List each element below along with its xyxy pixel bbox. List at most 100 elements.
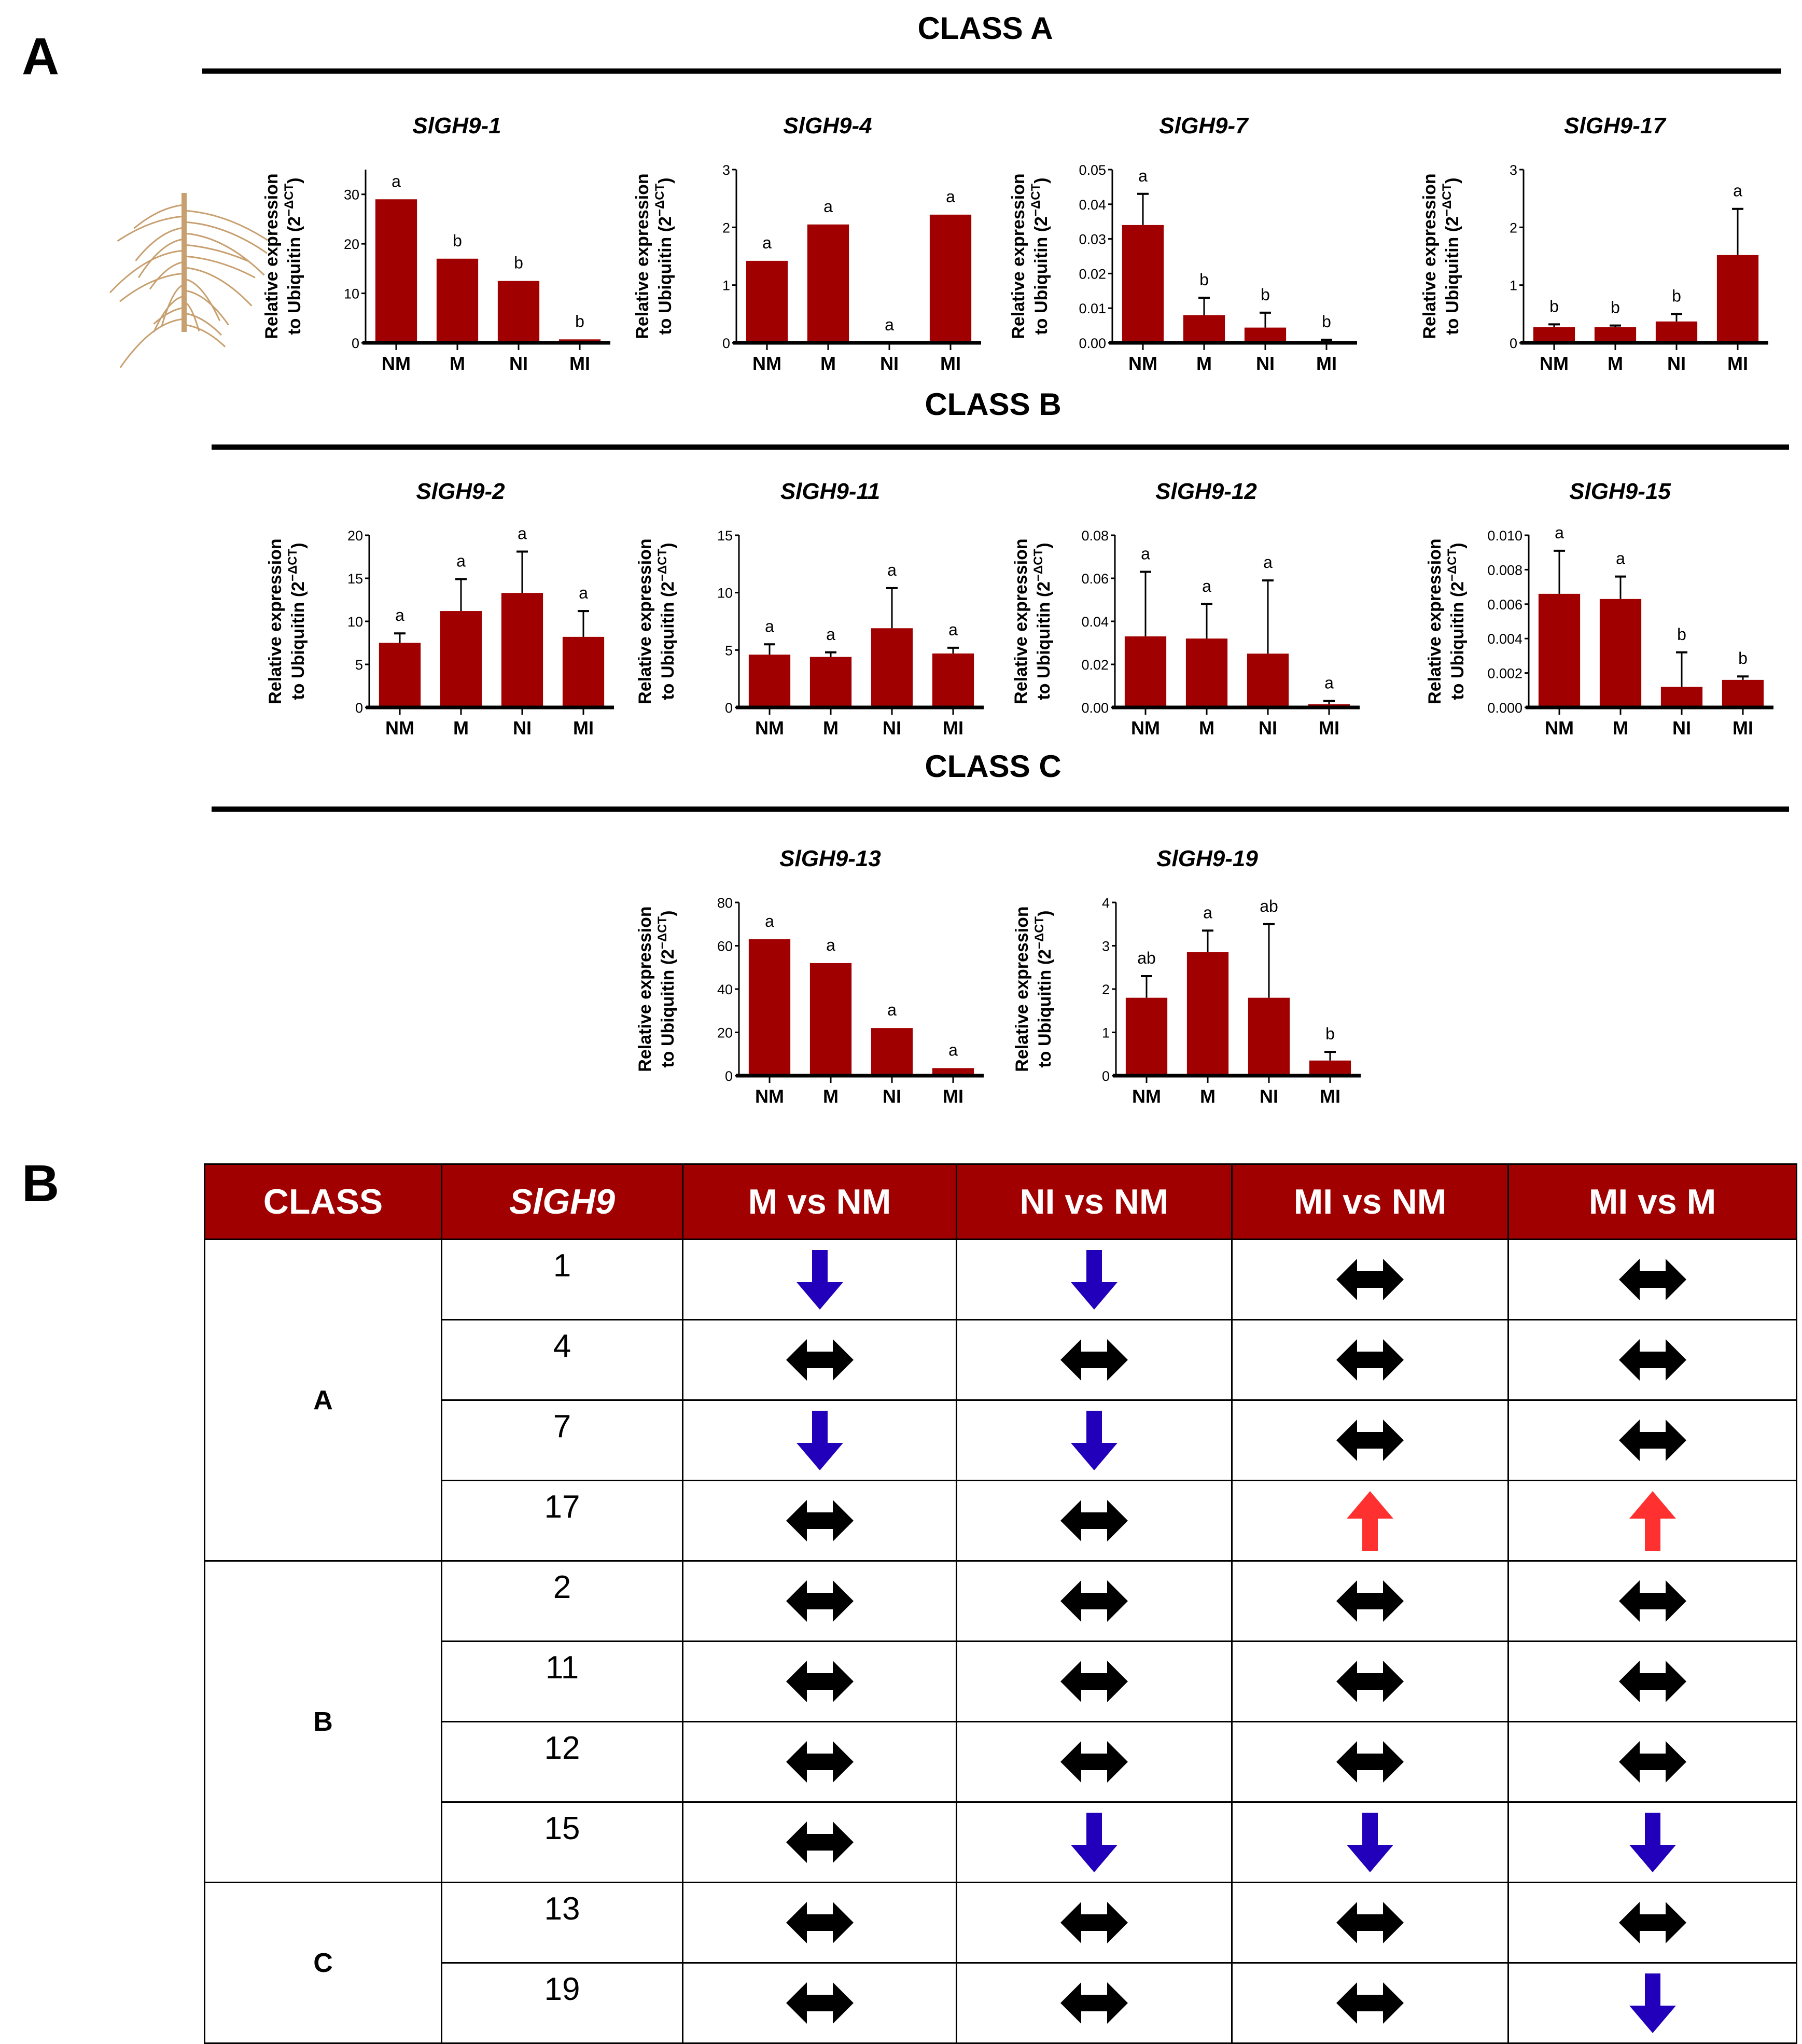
y-tick-label: 0 (1510, 336, 1517, 351)
x-tick-label: M (823, 717, 839, 739)
gene-cell: 12 (441, 1721, 683, 1803)
y-tick-label: 20 (717, 1025, 733, 1041)
y-axis-label-line2: to Ubiquitin (2 (1031, 216, 1051, 335)
y-axis-label-exponent: −ΔCT (1440, 183, 1454, 216)
chart-title: SlGH9-2 (416, 479, 505, 504)
x-tick-label: NM (755, 717, 784, 739)
y-tick-label: 60 (717, 939, 733, 954)
y-axis-label: Relative expression to Ubiquitin (2−ΔCT) (1009, 173, 1051, 339)
comparison-cell (682, 1801, 957, 1883)
y-tick-label: 0.02 (1079, 266, 1106, 282)
significance-letter: b (1199, 270, 1209, 289)
class-a-title: CLASS A (917, 11, 1053, 46)
significance-letter: b (1611, 298, 1620, 317)
chart-slgh9-11: SlGH9-11 Relative expression to Ubiquitin … (635, 479, 984, 739)
gene-cell: 11 (441, 1640, 683, 1722)
significance-letter: ab (1137, 949, 1156, 967)
gene-cell: 2 (441, 1560, 683, 1642)
y-axis-label-line2: to Ubiquitin (2 (1443, 216, 1462, 335)
x-tick-label: MI (569, 353, 590, 374)
column-header: M vs NM (682, 1163, 957, 1240)
bar-nm (1124, 636, 1167, 707)
down-arrow-icon (1071, 1249, 1117, 1310)
x-tick-label: M (450, 353, 465, 374)
double-arrow-icon (786, 1741, 854, 1783)
comparison-cell (682, 1239, 957, 1320)
comparison-cell (1507, 1962, 1797, 2044)
y-tick-label: 20 (347, 528, 363, 544)
double-arrow-icon (1060, 1661, 1128, 1702)
significance-letter: b (453, 231, 462, 250)
table-row: 17 (205, 1480, 1797, 1562)
double-arrow-icon (786, 1982, 854, 2024)
double-arrow-shape (1060, 1339, 1128, 1381)
bar-m (809, 657, 852, 707)
root-branch (184, 289, 229, 326)
comparison-cell (1507, 1399, 1797, 1481)
y-axis-label-close: ) (658, 910, 678, 916)
y-axis-label-line1: Relative expression (633, 173, 652, 339)
significance-letter: a (1203, 903, 1212, 922)
class-b-title: CLASS B (925, 387, 1061, 422)
chart-slgh9-19: SlGH9-19 Relative expression to Ubiquitin … (1012, 846, 1361, 1107)
bar-ni (1660, 687, 1703, 707)
significance-letter: a (392, 172, 401, 190)
table-row: 15 (205, 1801, 1797, 1883)
double-arrow-icon (1618, 1339, 1686, 1381)
y-tick-label: 10 (344, 286, 359, 302)
double-arrow-shape (786, 1741, 854, 1783)
bar-m (1183, 315, 1225, 343)
comparison-cell (1507, 1882, 1797, 1964)
comparison-cell (1507, 1319, 1797, 1401)
comparison-cell (956, 1962, 1233, 2044)
significance-letter: b (1549, 297, 1559, 315)
y-tick-label: 1 (1102, 1025, 1110, 1041)
significance-letter: a (1616, 549, 1625, 568)
significance-letter: ab (1260, 897, 1278, 915)
y-tick-label: 0 (725, 700, 733, 716)
chart-title: SlGH9-1 (412, 113, 501, 138)
table-row: 19 (205, 1962, 1797, 2044)
y-tick-label: 80 (717, 895, 733, 911)
y-tick-label: 2 (1510, 220, 1517, 235)
down-arrow-icon (796, 1410, 843, 1470)
comparison-cell (1231, 1801, 1509, 1883)
down-arrow-shape (796, 1249, 843, 1310)
y-axis-label: Relative expression to Ubiquitin (2−ΔCT) (1011, 538, 1054, 704)
comparison-cell (956, 1560, 1233, 1642)
x-tick-label: NM (755, 1086, 784, 1107)
x-tick-label: M (453, 717, 469, 739)
bar-mi (1722, 679, 1764, 707)
bar-m (809, 963, 852, 1076)
column-header: CLASS (204, 1163, 442, 1240)
double-arrow-icon (1336, 1259, 1404, 1300)
double-arrow-shape (1618, 1339, 1686, 1381)
double-arrow-shape (786, 1580, 854, 1622)
root-branch (161, 284, 185, 327)
y-tick-label: 0.04 (1081, 614, 1109, 630)
double-arrow-shape (1336, 1580, 1404, 1622)
x-tick-label: NI (1667, 353, 1686, 374)
column-header: MI vs M (1507, 1163, 1797, 1240)
chart-slgh9-12: SlGH9-12 Relative expression to Ubiquitin … (1011, 479, 1360, 739)
double-arrow-shape (786, 1902, 854, 1943)
y-axis-label: Relative expression to Ubiquitin (2−ΔCT) (635, 538, 678, 704)
double-arrow-icon (1060, 1500, 1128, 1541)
x-tick-label: MI (1320, 1086, 1340, 1107)
comparison-cell (956, 1239, 1233, 1320)
significance-letter: a (579, 583, 588, 602)
significance-letter: a (885, 315, 894, 334)
y-tick-label: 5 (725, 643, 733, 658)
root-branch (153, 295, 185, 333)
significance-letter: a (823, 197, 833, 216)
comparison-cell (956, 1640, 1233, 1722)
y-axis-label-line2: to Ubiquitin (2 (658, 581, 678, 700)
comparison-cell (682, 1319, 957, 1401)
double-arrow-shape (1060, 1500, 1128, 1541)
significance-letter: a (826, 625, 835, 644)
x-tick-label: NI (1260, 1086, 1278, 1107)
double-arrow-icon (1336, 1661, 1404, 1702)
comparison-cell (682, 1399, 957, 1481)
x-tick-label: NM (382, 353, 411, 374)
y-axis-label-line2: to Ubiquitin (2 (288, 581, 308, 700)
